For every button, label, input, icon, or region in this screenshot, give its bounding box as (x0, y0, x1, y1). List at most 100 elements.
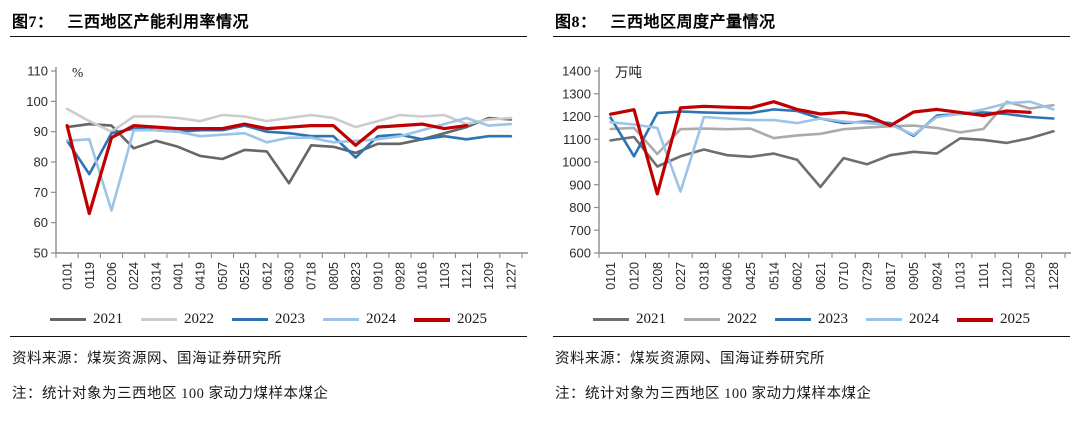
x-tick-label: 1209 (482, 262, 496, 290)
source-text: 资料来源：煤炭资源网、国海证券研究所 (12, 351, 282, 367)
x-tick-label: 0525 (238, 262, 252, 290)
source-text: 资料来源：煤炭资源网、国海证券研究所 (555, 351, 825, 367)
series-line-2022 (65, 107, 513, 133)
legend-item-2021: 2021 (593, 311, 666, 328)
legend-item-2022: 2022 (141, 311, 214, 328)
legend-label-2021: 2021 (636, 311, 666, 327)
x-tick-label: 0206 (105, 262, 119, 290)
x-tick-label: 0406 (721, 262, 735, 290)
series-line-2024 (609, 100, 1055, 193)
x-tick-label: 0119 (83, 262, 97, 289)
legend-label-2023: 2023 (818, 311, 848, 327)
y-axis-unit-label: 万吨 (615, 65, 642, 80)
y-tick-label: 1400 (562, 64, 591, 79)
legend-item-2024: 2024 (866, 311, 939, 328)
x-tick-label: 0101 (61, 262, 75, 290)
legend-swatch-2023 (232, 318, 268, 321)
title-divider (10, 36, 527, 37)
x-tick-label: 0602 (791, 262, 805, 290)
legend-label-2025: 2025 (457, 311, 487, 327)
note-text: 注：统计对象为三西地区 100 家动力煤样本煤企 (555, 386, 872, 402)
x-tick-label: 0419 (194, 262, 208, 290)
y-tick-label: 110 (27, 64, 48, 79)
series-line-2025 (65, 122, 469, 216)
legend-swatch-2022 (684, 318, 720, 321)
legend-item-2024: 2024 (323, 311, 396, 328)
y-tick-label: 60 (34, 215, 48, 230)
x-tick-label: 1209 (1024, 262, 1038, 290)
legend-item-2023: 2023 (232, 311, 305, 328)
x-tick-label: 0208 (651, 262, 665, 290)
y-tick-label: 600 (569, 246, 591, 261)
x-tick-label: 0224 (127, 262, 141, 290)
y-tick-label: 700 (569, 223, 591, 238)
x-tick-label: 0514 (767, 262, 781, 290)
figure-8-number: 图8： (555, 14, 597, 31)
series-line-2021 (609, 130, 1055, 189)
legend-swatch-2025 (414, 317, 450, 322)
figure-8-title: 图8： 三西地区周度产量情况 (553, 6, 1070, 36)
legend-label-2023: 2023 (275, 311, 305, 327)
x-tick-label: 0718 (305, 262, 319, 290)
x-tick-label: 0823 (349, 262, 363, 290)
x-tick-label: 0817 (884, 262, 898, 290)
x-tick-label: 0425 (744, 262, 758, 290)
legend-label-2021: 2021 (93, 311, 123, 327)
y-tick-label: 800 (569, 200, 591, 215)
x-tick-label: 0924 (930, 262, 944, 290)
x-tick-label: 0630 (283, 262, 297, 290)
x-tick-label: 0612 (260, 262, 274, 290)
x-tick-label: 0905 (907, 262, 921, 290)
legend-label-2022: 2022 (184, 311, 214, 327)
legend-item-2025: 2025 (957, 311, 1030, 328)
legend-label-2024: 2024 (366, 311, 396, 327)
figure-8-name: 三西地区周度产量情况 (610, 14, 776, 31)
legend-swatch-2023 (775, 318, 811, 321)
x-tick-label: 0314 (149, 262, 163, 290)
x-tick-label: 0101 (604, 262, 618, 290)
x-tick-label: 1120 (1000, 262, 1014, 289)
x-tick-label: 0910 (371, 262, 385, 290)
y-axis-unit-label: % (72, 65, 83, 80)
figure-8-panel: 图8： 三西地区周度产量情况 600 700 800 900 1000 1100 1200 13… (553, 6, 1071, 436)
x-tick-label: 0318 (697, 262, 711, 290)
legend-swatch-2021 (593, 318, 629, 321)
y-tick-label: 70 (34, 185, 48, 200)
x-tick-label: 1016 (416, 262, 430, 290)
series-line-2025 (608, 100, 1032, 196)
legend-swatch-2025 (957, 317, 993, 322)
series-line-2021 (65, 116, 513, 185)
x-tick-label: 1101 (977, 262, 991, 289)
figure-7-panel: 图7： 三西地区产能利用率情况 50 60 70 80 90 100 110% 0101 0119… (10, 6, 528, 436)
x-tick-label: 1121 (460, 262, 474, 289)
y-tick-label: 1100 (563, 132, 591, 147)
x-tick-label: 1227 (504, 262, 518, 290)
note-text: 注：统计对象为三西地区 100 家动力煤样本煤企 (12, 386, 329, 402)
legend-item-2021: 2021 (50, 311, 123, 328)
y-tick-label: 80 (34, 155, 48, 170)
x-tick-label: 1103 (438, 262, 452, 289)
y-tick-label: 900 (569, 177, 591, 192)
x-tick-label: 0729 (860, 262, 874, 290)
series-line-2022 (609, 100, 1055, 156)
figure-7-title: 图7： 三西地区产能利用率情况 (10, 6, 527, 36)
x-tick-label: 0710 (837, 262, 851, 290)
y-tick-label: 50 (34, 246, 48, 261)
chart-legend: 2021 2022 2023 2024 2025 (10, 311, 527, 328)
x-tick-label: 0507 (216, 262, 230, 290)
legend-item-2022: 2022 (684, 311, 757, 328)
figure-7-name: 三西地区产能利用率情况 (67, 14, 250, 31)
y-tick-label: 100 (26, 94, 48, 109)
legend-swatch-2024 (323, 318, 359, 321)
line-chart-weekly-output: 600 700 800 900 1000 1100 1200 1300 1400 万吨 0101 01… (562, 64, 1071, 290)
legend-swatch-2021 (50, 318, 86, 321)
x-tick-label: 0227 (674, 262, 688, 290)
y-tick-label: 90 (34, 124, 48, 139)
y-tick-label: 1000 (562, 155, 591, 170)
x-tick-label: 0401 (172, 262, 186, 290)
legend-label-2022: 2022 (727, 311, 757, 327)
legend-item-2025: 2025 (414, 311, 487, 328)
legend-swatch-2024 (866, 318, 902, 321)
line-chart-capacity-utilization: 50 60 70 80 90 100 110 % 0101 0119 0206 0224 0314 040… (26, 64, 528, 290)
